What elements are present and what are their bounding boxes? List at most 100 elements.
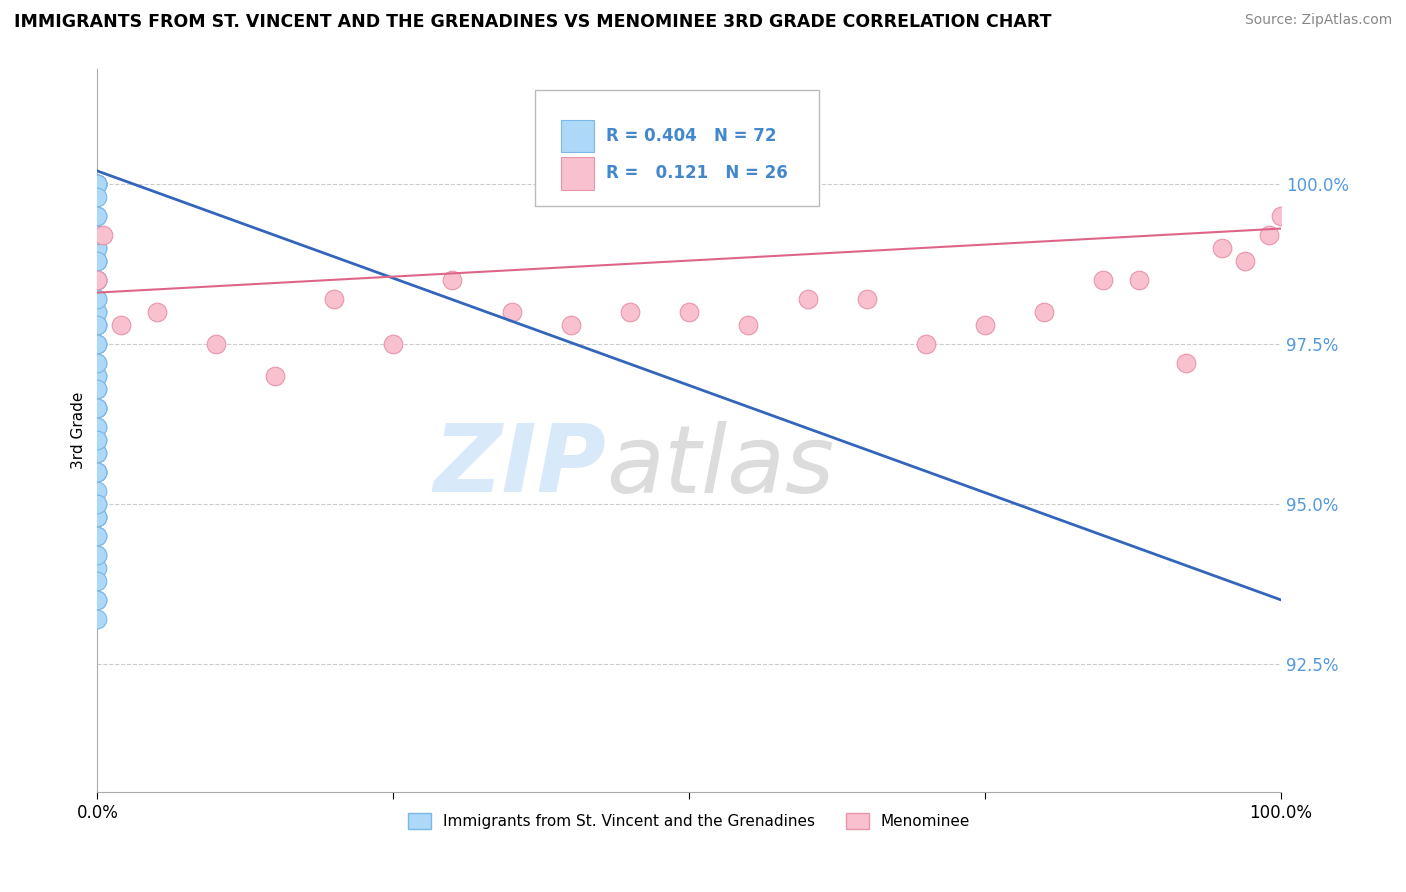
Point bbox=[86, 253, 108, 268]
Legend: Immigrants from St. Vincent and the Grenadines, Menominee: Immigrants from St. Vincent and the Gren… bbox=[402, 806, 976, 835]
Point bbox=[86, 382, 108, 396]
Point bbox=[915, 336, 938, 351]
Point bbox=[86, 420, 108, 434]
Text: IMMIGRANTS FROM ST. VINCENT AND THE GRENADINES VS MENOMINEE 3RD GRADE CORRELATIO: IMMIGRANTS FROM ST. VINCENT AND THE GREN… bbox=[14, 13, 1052, 31]
Bar bbox=[561, 120, 595, 153]
Point bbox=[86, 548, 108, 562]
Point bbox=[737, 318, 759, 332]
Point bbox=[86, 209, 108, 223]
FancyBboxPatch shape bbox=[536, 90, 820, 206]
Point bbox=[86, 548, 108, 562]
Point bbox=[86, 209, 108, 223]
Point bbox=[86, 273, 108, 287]
Text: R = 0.404   N = 72: R = 0.404 N = 72 bbox=[606, 127, 776, 145]
Point bbox=[501, 305, 523, 319]
Point bbox=[86, 318, 108, 332]
Point bbox=[91, 227, 114, 242]
Point bbox=[86, 318, 108, 332]
Point bbox=[86, 227, 108, 242]
Point bbox=[855, 292, 877, 306]
Point bbox=[1258, 227, 1281, 242]
Text: ZIP: ZIP bbox=[433, 420, 606, 512]
Point bbox=[86, 484, 108, 499]
Point bbox=[86, 420, 108, 434]
Point bbox=[86, 177, 108, 191]
Point bbox=[86, 497, 108, 511]
Point bbox=[1033, 305, 1056, 319]
Point bbox=[86, 401, 108, 415]
Point bbox=[86, 305, 108, 319]
Point bbox=[86, 241, 108, 255]
Point bbox=[86, 368, 108, 383]
Point bbox=[86, 273, 108, 287]
Point bbox=[86, 253, 108, 268]
Bar bbox=[561, 157, 595, 190]
Y-axis label: 3rd Grade: 3rd Grade bbox=[72, 392, 86, 469]
Point bbox=[110, 318, 132, 332]
Point bbox=[86, 177, 108, 191]
Point bbox=[264, 368, 287, 383]
Point bbox=[86, 177, 108, 191]
Point bbox=[619, 305, 641, 319]
Point bbox=[86, 401, 108, 415]
Point bbox=[86, 227, 108, 242]
Point bbox=[86, 465, 108, 479]
Point bbox=[86, 593, 108, 607]
Point bbox=[86, 433, 108, 447]
Point bbox=[86, 433, 108, 447]
Point bbox=[86, 509, 108, 524]
Point bbox=[560, 318, 582, 332]
Point bbox=[86, 318, 108, 332]
Point bbox=[86, 273, 108, 287]
Point bbox=[441, 273, 464, 287]
Point bbox=[86, 292, 108, 306]
Point bbox=[86, 336, 108, 351]
Text: R =   0.121   N = 26: R = 0.121 N = 26 bbox=[606, 164, 787, 183]
Point bbox=[86, 509, 108, 524]
Point bbox=[86, 241, 108, 255]
Point bbox=[1175, 356, 1198, 370]
Point bbox=[86, 177, 108, 191]
Point bbox=[86, 177, 108, 191]
Point bbox=[1128, 273, 1150, 287]
Point bbox=[86, 177, 108, 191]
Point bbox=[86, 336, 108, 351]
Point bbox=[796, 292, 818, 306]
Point bbox=[86, 189, 108, 203]
Point bbox=[86, 612, 108, 626]
Point bbox=[1211, 241, 1233, 255]
Point bbox=[1234, 253, 1257, 268]
Point bbox=[86, 356, 108, 370]
Point bbox=[86, 529, 108, 543]
Point bbox=[86, 253, 108, 268]
Point bbox=[86, 401, 108, 415]
Point bbox=[86, 529, 108, 543]
Point bbox=[86, 465, 108, 479]
Point bbox=[1092, 273, 1115, 287]
Point bbox=[86, 465, 108, 479]
Point bbox=[86, 445, 108, 459]
Point bbox=[86, 382, 108, 396]
Text: atlas: atlas bbox=[606, 421, 835, 512]
Point bbox=[86, 292, 108, 306]
Point bbox=[145, 305, 167, 319]
Point bbox=[678, 305, 700, 319]
Point bbox=[86, 273, 108, 287]
Point bbox=[86, 509, 108, 524]
Point bbox=[86, 401, 108, 415]
Point bbox=[86, 497, 108, 511]
Point bbox=[86, 336, 108, 351]
Point bbox=[86, 574, 108, 588]
Point bbox=[86, 356, 108, 370]
Point bbox=[974, 318, 997, 332]
Point bbox=[204, 336, 226, 351]
Point bbox=[86, 305, 108, 319]
Point bbox=[86, 561, 108, 575]
Point bbox=[323, 292, 346, 306]
Point bbox=[86, 593, 108, 607]
Point bbox=[86, 465, 108, 479]
Text: Source: ZipAtlas.com: Source: ZipAtlas.com bbox=[1244, 13, 1392, 28]
Point bbox=[86, 177, 108, 191]
Point bbox=[1270, 209, 1292, 223]
Point bbox=[86, 368, 108, 383]
